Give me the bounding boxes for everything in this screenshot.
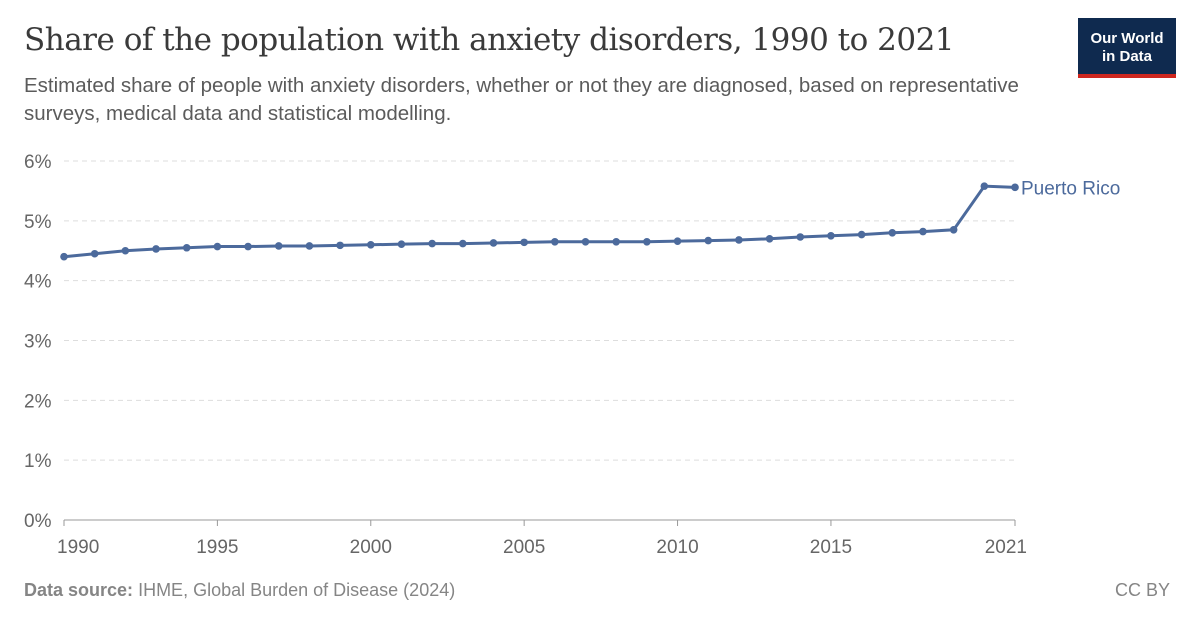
data-point	[827, 231, 835, 240]
data-point	[735, 236, 743, 244]
y-tick-label: 4%	[24, 272, 52, 293]
source-text[interactable]: IHME, Global Burden of Disease (2024)	[138, 580, 456, 600]
data-point	[551, 237, 559, 246]
chart-title: Share of the population with anxiety dis…	[24, 22, 955, 58]
logo-text: Our World in Data	[1090, 30, 1164, 65]
data-point	[919, 227, 927, 236]
y-tick-label: 2%	[24, 391, 52, 412]
data-point	[980, 182, 989, 190]
data-point	[888, 229, 897, 237]
x-tick-label: 2010	[656, 537, 698, 558]
y-tick-label: 6%	[24, 152, 52, 173]
data-point	[459, 239, 467, 248]
data-point	[673, 237, 682, 245]
data-point	[305, 242, 314, 250]
x-tick-label: 2005	[503, 537, 545, 558]
data-source: Data source: IHME, Global Burden of Dise…	[24, 580, 455, 601]
data-point	[1011, 183, 1019, 192]
x-tick-label: 1990	[57, 537, 99, 558]
owid-logo[interactable]: Our World in Data	[1078, 18, 1176, 78]
data-point	[949, 226, 958, 234]
data-point	[796, 233, 805, 241]
data-point	[274, 242, 283, 250]
data-point	[428, 239, 436, 248]
data-point	[60, 252, 68, 261]
data-point	[857, 230, 866, 239]
data-point	[152, 245, 160, 253]
data-point	[182, 243, 191, 252]
data-point	[704, 236, 713, 245]
y-tick-label: 0%	[24, 511, 52, 532]
chart-subtitle: Estimated share of people with anxiety d…	[24, 74, 1019, 125]
data-point	[489, 239, 498, 247]
series-label: Puerto Rico	[1021, 178, 1120, 199]
data-point	[121, 246, 130, 255]
data-point	[244, 242, 252, 251]
x-tick-label: 1995	[196, 537, 238, 558]
license[interactable]: CC BY	[1114, 580, 1170, 600]
data-point	[612, 237, 620, 246]
y-tick-label: 5%	[24, 212, 52, 233]
data-point	[520, 238, 528, 247]
data-point	[366, 240, 375, 249]
x-tick-label: 2015	[810, 537, 852, 558]
y-tick-label: 1%	[24, 451, 52, 472]
source-label: Data source:	[24, 580, 134, 600]
x-tick-label: 2021	[985, 537, 1027, 558]
series-line	[63, 184, 1016, 259]
data-point	[643, 237, 651, 246]
x-tick-label: 2000	[350, 537, 392, 558]
data-point	[397, 240, 406, 248]
data-point	[581, 237, 590, 246]
data-point	[90, 249, 99, 258]
y-tick-label: 3%	[24, 332, 52, 353]
data-point	[765, 234, 774, 243]
data-point	[336, 241, 344, 250]
data-point	[213, 242, 222, 251]
